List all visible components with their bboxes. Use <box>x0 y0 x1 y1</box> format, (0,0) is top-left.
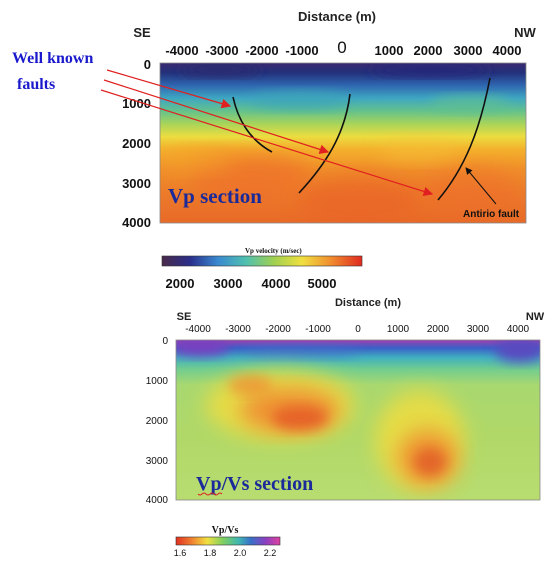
top-x-tick: -4000 <box>165 43 198 58</box>
vp-colorbar-ticks: 2000 3000 4000 5000 <box>166 276 337 291</box>
top-x-tick: 2000 <box>414 43 443 58</box>
bottom-y-tick: 3000 <box>146 456 169 467</box>
top-x-tick: 4000 <box>493 43 522 58</box>
top-se-label: SE <box>133 25 151 40</box>
bottom-x-tick: -3000 <box>225 324 251 335</box>
bottom-y-tick: 2000 <box>146 416 169 427</box>
spellcheck-underline <box>197 492 223 496</box>
bottom-title: Distance (m) <box>335 297 401 309</box>
bottom-x-tick: 4000 <box>507 324 530 335</box>
vp-colorbar-tick: 2000 <box>166 276 195 291</box>
top-x-tick: 3000 <box>454 43 483 58</box>
vpvs-colorbar-tick: 1.6 <box>174 548 187 558</box>
bottom-x-tick: 0 <box>355 324 361 335</box>
callout-text-line1: Well known <box>12 50 93 67</box>
bottom-y-tick: 4000 <box>146 495 169 506</box>
vpvs-colorbar-tick: 2.2 <box>264 548 277 558</box>
bottom-y-tick: 1000 <box>146 376 169 387</box>
top-x-ticks: -4000 -3000 -2000 -1000 0 1000 2000 3000… <box>165 38 521 58</box>
callout-arrow <box>103 79 330 154</box>
vpvs-colorbar-tick: 2.0 <box>234 548 247 558</box>
bottom-x-tick: 1000 <box>387 324 410 335</box>
vpvs-colorbar-tick: 1.8 <box>204 548 217 558</box>
vpvs-colorbar-title: Vp/Vs <box>212 525 239 536</box>
bottom-x-ticks: -4000 -3000 -2000 -1000 0 1000 2000 3000… <box>185 324 529 335</box>
vp-colorbar-title: Vp velocity (m/sec) <box>245 247 302 255</box>
bottom-y-tick: 0 <box>162 336 168 347</box>
top-y-tick: 4000 <box>122 215 151 230</box>
top-y-ticks: 0 1000 2000 3000 4000 <box>122 57 151 230</box>
vp-colorbar <box>161 255 363 267</box>
vpvs-section-plot <box>176 340 540 500</box>
top-x-tick: -3000 <box>205 43 238 58</box>
antirio-fault-pointer <box>465 167 497 205</box>
vp-section-label: Vp section <box>168 184 262 208</box>
top-x-tick: -1000 <box>285 43 318 58</box>
callout-text-line2: faults <box>17 76 55 93</box>
bottom-x-tick: -2000 <box>265 324 291 335</box>
vpvs-section-frame <box>175 339 541 501</box>
fault-line <box>298 93 351 194</box>
bottom-se-label: SE <box>177 311 192 323</box>
vp-section-frame <box>159 62 527 224</box>
top-title: Distance (m) <box>298 9 376 24</box>
antirio-fault-label: Antirio fault <box>463 209 520 220</box>
top-y-tick: 2000 <box>122 136 151 151</box>
vp-colorbar-tick: 3000 <box>214 276 243 291</box>
vpvs-section-label: Vp/Vs section <box>196 473 313 495</box>
top-nw-label: NW <box>514 25 536 40</box>
bottom-x-tick: -4000 <box>185 324 211 335</box>
bottom-x-tick: 3000 <box>467 324 490 335</box>
top-x-tick: 1000 <box>375 43 404 58</box>
callout-arrow <box>106 69 232 109</box>
fault-line <box>232 96 273 153</box>
top-y-tick: 0 <box>144 57 151 72</box>
bottom-x-tick: 2000 <box>427 324 450 335</box>
callout-arrow <box>100 89 434 197</box>
top-x-tick: 0 <box>337 38 346 57</box>
vp-colorbar-tick: 4000 <box>262 276 291 291</box>
vpvs-colorbar-ticks: 1.6 1.8 2.0 2.2 <box>174 548 277 558</box>
top-y-tick: 3000 <box>122 176 151 191</box>
vp-section-plot <box>160 63 526 223</box>
top-x-tick: -2000 <box>245 43 278 58</box>
bottom-y-ticks: 0 1000 2000 3000 4000 <box>146 336 169 506</box>
fault-line <box>437 77 491 201</box>
vp-colorbar-tick: 5000 <box>308 276 337 291</box>
bottom-nw-label: NW <box>526 311 545 323</box>
vpvs-colorbar <box>175 536 281 546</box>
bottom-x-tick: -1000 <box>305 324 331 335</box>
top-y-tick: 1000 <box>122 96 151 111</box>
